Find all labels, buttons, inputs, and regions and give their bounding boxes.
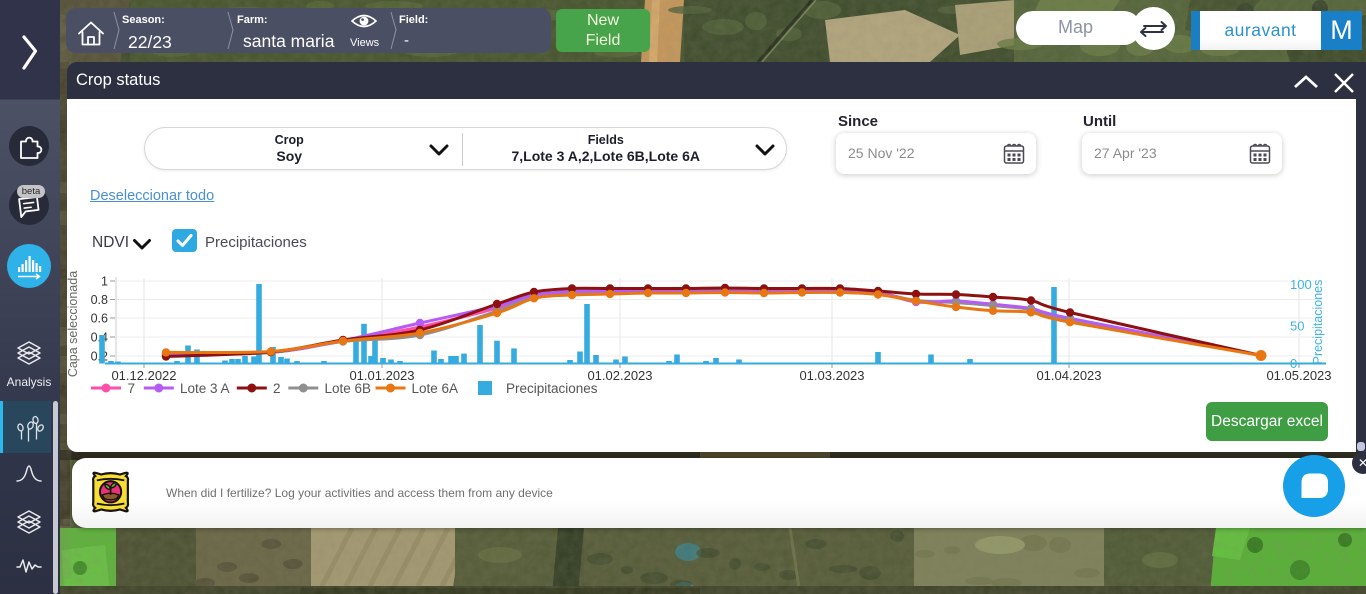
svg-text:01.04.2023: 01.04.2023 bbox=[1036, 368, 1101, 383]
svg-text:0.8: 0.8 bbox=[91, 293, 108, 307]
svg-text:2: 2 bbox=[273, 381, 281, 396]
svg-text:Precipitaciones: Precipitaciones bbox=[506, 381, 598, 396]
svg-text:Lote 6B: Lote 6B bbox=[325, 381, 372, 396]
svg-text:01.05.2023: 01.05.2023 bbox=[1266, 368, 1331, 383]
svg-text:100: 100 bbox=[1290, 277, 1312, 292]
svg-text:1: 1 bbox=[101, 275, 108, 289]
svg-text:50: 50 bbox=[1290, 319, 1304, 334]
svg-text:Precipitaciones: Precipitaciones bbox=[1311, 280, 1325, 365]
svg-text:01.03.2023: 01.03.2023 bbox=[799, 368, 864, 383]
svg-text:Capa seleccionada: Capa seleccionada bbox=[67, 271, 80, 377]
svg-text:Lote 3 A: Lote 3 A bbox=[180, 381, 230, 396]
svg-text:Lote 6A: Lote 6A bbox=[412, 381, 459, 396]
svg-text:01.01.2023: 01.01.2023 bbox=[349, 368, 414, 383]
svg-text:01.12.2022: 01.12.2022 bbox=[111, 368, 176, 383]
svg-text:7: 7 bbox=[128, 381, 136, 396]
svg-text:0.6: 0.6 bbox=[91, 312, 108, 326]
svg-text:01.02.2023: 01.02.2023 bbox=[587, 368, 652, 383]
